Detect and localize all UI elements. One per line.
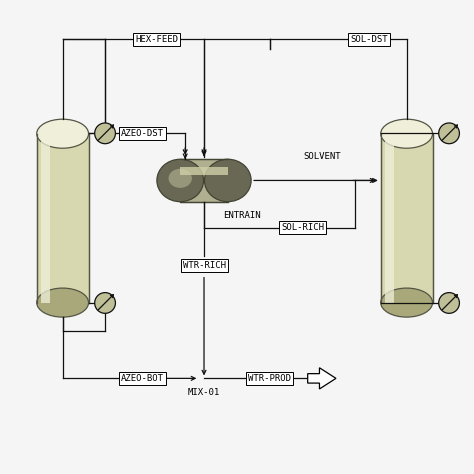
Bar	[180, 167, 228, 175]
Text: AZEO-DST: AZEO-DST	[121, 129, 164, 138]
Circle shape	[438, 292, 459, 313]
Text: ENTRAIN: ENTRAIN	[223, 211, 261, 220]
Text: WTR-PROD: WTR-PROD	[248, 374, 292, 383]
Ellipse shape	[157, 159, 203, 201]
Circle shape	[95, 292, 116, 313]
Bar	[381, 134, 433, 302]
Bar	[385, 134, 394, 302]
Circle shape	[438, 123, 459, 144]
Text: WTR-RICH: WTR-RICH	[182, 261, 226, 270]
Text: SOLVENT: SOLVENT	[303, 153, 341, 161]
Bar	[36, 134, 89, 302]
Ellipse shape	[381, 119, 433, 148]
Ellipse shape	[381, 288, 433, 317]
Ellipse shape	[204, 159, 251, 201]
FancyArrow shape	[308, 368, 336, 389]
Text: SOL-DST: SOL-DST	[350, 35, 388, 44]
Bar	[180, 159, 228, 201]
Text: SOL-RICH: SOL-RICH	[282, 223, 325, 232]
Text: MIX-01: MIX-01	[188, 388, 220, 397]
Bar	[41, 134, 50, 302]
Circle shape	[95, 123, 116, 144]
Ellipse shape	[36, 288, 89, 317]
Text: HEX-FEED: HEX-FEED	[136, 35, 178, 44]
Text: AZEO-BOT: AZEO-BOT	[121, 374, 164, 383]
Ellipse shape	[169, 169, 192, 188]
Ellipse shape	[36, 119, 89, 148]
